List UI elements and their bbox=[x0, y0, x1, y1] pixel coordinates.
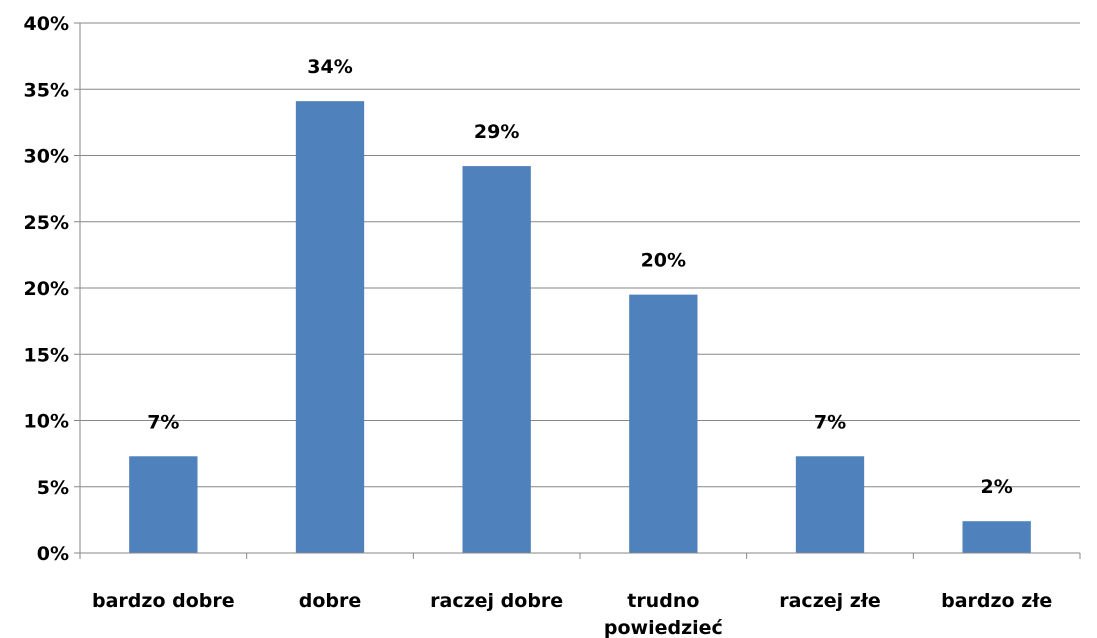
data-label: 29% bbox=[474, 121, 519, 143]
category-label-line: trudno bbox=[627, 590, 699, 612]
bar bbox=[629, 294, 698, 553]
y-axis-tick-labels: 0% 5% 10% 15% 20% 25% 30% 35% 40% bbox=[24, 13, 69, 565]
category-label-line: powiedzieć bbox=[604, 617, 723, 638]
data-label: 7% bbox=[147, 411, 179, 433]
category-label-line: dobre bbox=[299, 590, 362, 612]
bar bbox=[462, 166, 531, 553]
data-label: 34% bbox=[307, 56, 352, 78]
y-tick-label: 0% bbox=[37, 543, 69, 565]
data-labels: 7% 34% 29% 20% 7% 2% bbox=[147, 56, 1013, 498]
category-label: dobre bbox=[299, 590, 362, 612]
category-label-line: bardzo złe bbox=[941, 590, 1052, 612]
bar bbox=[295, 101, 365, 554]
y-tick-label: 30% bbox=[24, 146, 69, 168]
category-label-line: bardzo dobre bbox=[92, 590, 235, 612]
y-tick-label: 40% bbox=[24, 13, 69, 35]
category-label: raczej dobre bbox=[430, 590, 563, 612]
category-label: bardzo złe bbox=[941, 590, 1052, 612]
bars bbox=[129, 101, 1031, 554]
y-tick-label: 35% bbox=[24, 79, 69, 101]
axes bbox=[74, 22, 1081, 559]
bar bbox=[129, 456, 198, 553]
data-label: 7% bbox=[814, 411, 846, 433]
gridlines bbox=[80, 22, 1080, 488]
category-label-line: raczej dobre bbox=[430, 590, 563, 612]
data-label: 2% bbox=[981, 476, 1013, 498]
category-label-line: raczej złe bbox=[779, 590, 881, 612]
data-label: 20% bbox=[641, 250, 686, 272]
category-label: raczej złe bbox=[779, 590, 881, 612]
category-label: trudno powiedzieć bbox=[604, 590, 723, 638]
category-label: bardzo dobre bbox=[92, 590, 235, 612]
y-tick-label: 25% bbox=[24, 212, 69, 234]
y-tick-label: 15% bbox=[24, 344, 69, 366]
y-tick-label: 20% bbox=[24, 278, 69, 300]
x-axis-category-labels: bardzo dobre dobre raczej dobre trudno powie… bbox=[92, 590, 1052, 638]
y-tick-label: 10% bbox=[24, 411, 69, 433]
bar bbox=[795, 456, 865, 553]
y-tick-label: 5% bbox=[37, 477, 69, 499]
bar bbox=[962, 521, 1031, 553]
